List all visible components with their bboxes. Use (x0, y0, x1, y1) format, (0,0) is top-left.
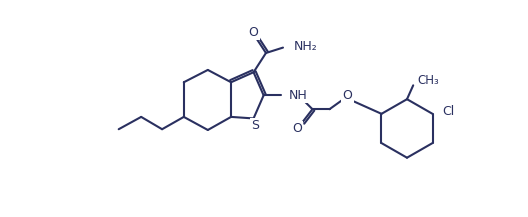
Text: NH: NH (289, 89, 308, 102)
Text: S: S (251, 119, 259, 132)
Text: O: O (249, 26, 259, 39)
Text: O: O (342, 89, 352, 102)
Text: NH₂: NH₂ (294, 39, 318, 53)
Text: CH₃: CH₃ (418, 74, 440, 87)
Text: Cl: Cl (442, 105, 455, 118)
Text: O: O (292, 122, 302, 135)
